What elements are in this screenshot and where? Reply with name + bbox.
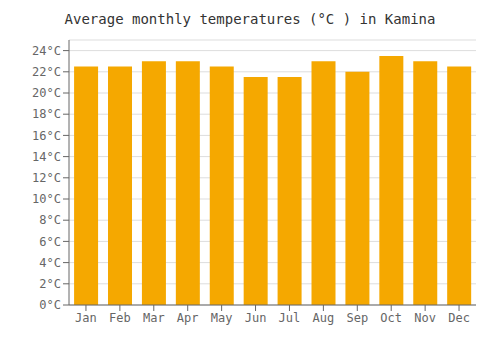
svg-text:16°C: 16°C xyxy=(32,129,61,143)
svg-text:2°C: 2°C xyxy=(39,277,61,291)
svg-text:Oct: Oct xyxy=(380,311,402,325)
svg-text:Jun: Jun xyxy=(245,311,267,325)
html-text:Average monthly temperatures (: Average monthly temperatures (°C ) in Ka… xyxy=(64,11,436,27)
svg-text:Sep: Sep xyxy=(346,311,368,325)
svg-text:Dec: Dec xyxy=(448,311,470,325)
svg-text:14°C: 14°C xyxy=(32,150,61,164)
svg-text:24°C: 24°C xyxy=(32,44,61,58)
svg-text:20°C: 20°C xyxy=(32,86,61,100)
svg-text:22°C: 22°C xyxy=(32,65,61,79)
svg-text:Jan: Jan xyxy=(75,311,97,325)
svg-text:Jul: Jul xyxy=(279,311,301,325)
svg-text:0°C: 0°C xyxy=(39,298,61,312)
svg-text:Apr: Apr xyxy=(177,311,199,325)
svg-text:18°C: 18°C xyxy=(32,107,61,121)
svg-text:12°C: 12°C xyxy=(32,171,61,185)
svg-text:8°C: 8°C xyxy=(39,213,61,227)
svg-text:Feb: Feb xyxy=(109,311,131,325)
svg-text:Mar: Mar xyxy=(143,311,165,325)
svg-text:4°C: 4°C xyxy=(39,256,61,270)
svg-text:10°C: 10°C xyxy=(32,192,61,206)
svg-text:May: May xyxy=(211,311,233,325)
svg-text:6°C: 6°C xyxy=(39,235,61,249)
svg-text:Aug: Aug xyxy=(313,311,335,325)
svg-text:Nov: Nov xyxy=(414,311,436,325)
